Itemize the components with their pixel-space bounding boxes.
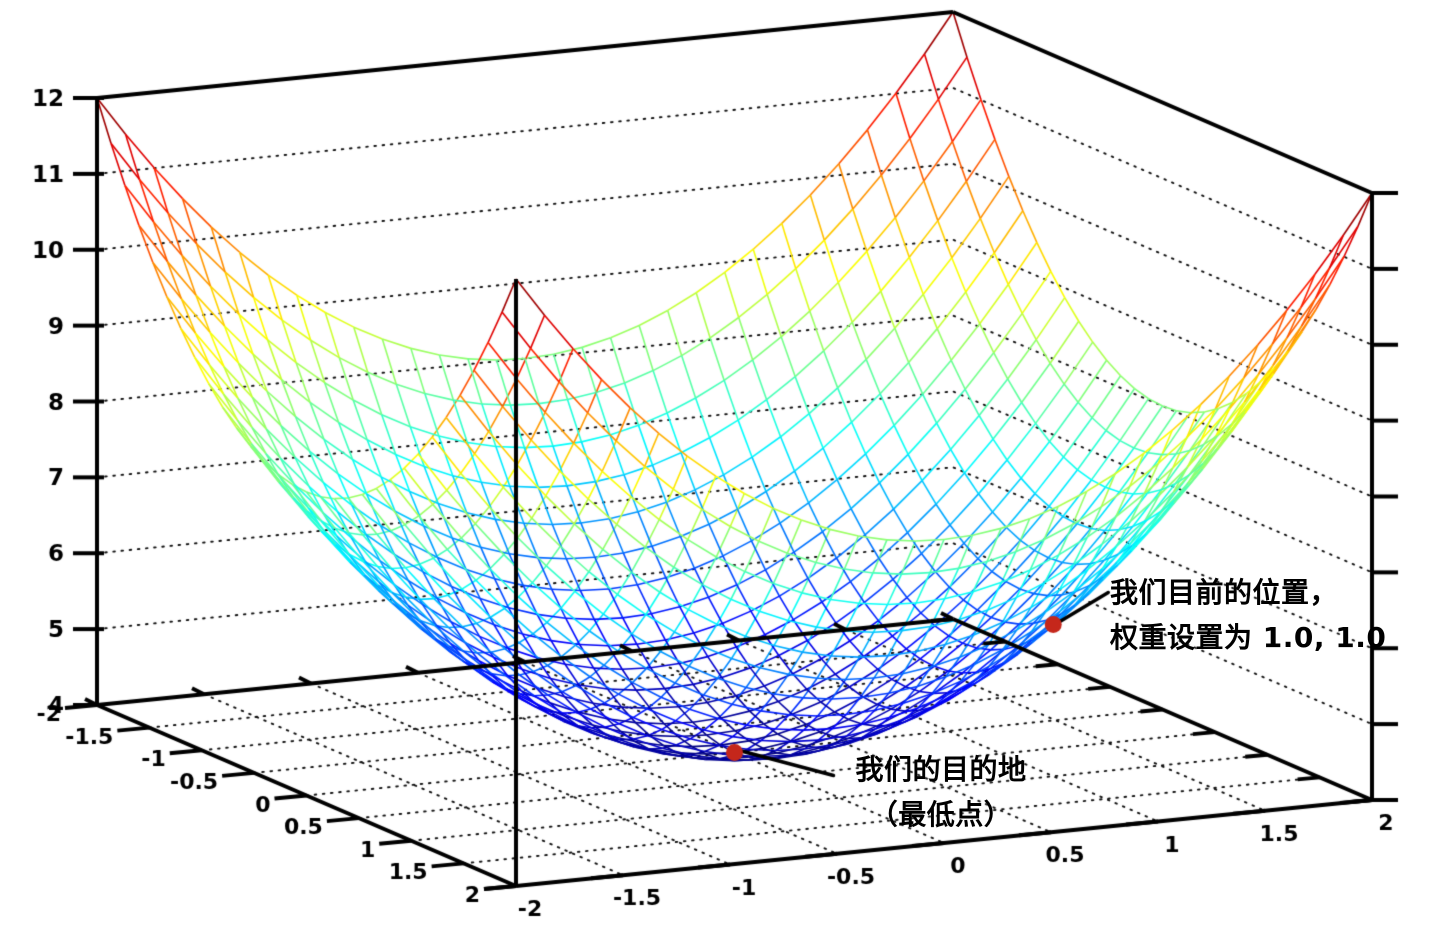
annotation-current-position: 我们目前的位置， 权重设置为 1.0, 1.0 (1110, 570, 1386, 660)
annotation-destination: 我们的目的地 （最低点） (834, 747, 1048, 837)
annotation-destination-line2: （最低点） (869, 798, 1013, 831)
annotation-destination-line1: 我们的目的地 (855, 753, 1027, 786)
annotation-current-position-line2: 权重设置为 1.0, 1.0 (1110, 621, 1387, 654)
annotation-current-position-line1: 我们目前的位置， (1110, 576, 1339, 609)
